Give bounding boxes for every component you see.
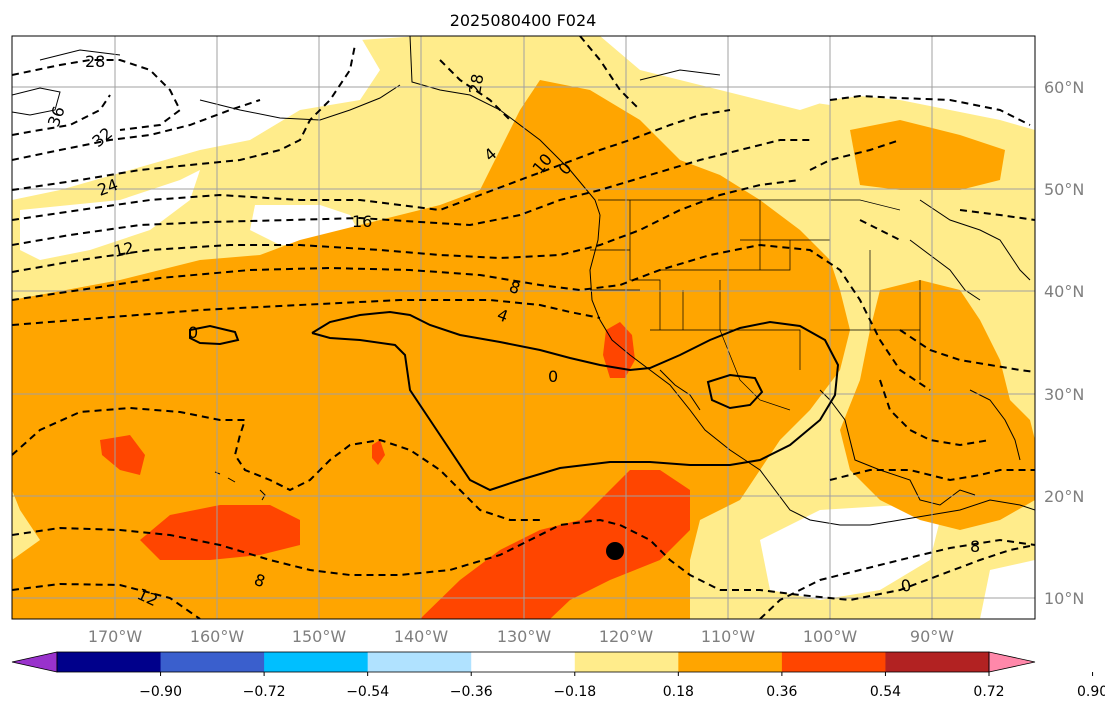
longitude-label: 150°W — [292, 627, 347, 646]
colorbar-segment — [264, 652, 369, 672]
contour-label: 12 — [112, 238, 136, 261]
colorbar-tick-label: −0.36 — [450, 684, 493, 700]
storm-center-marker — [606, 542, 624, 560]
colorbar-segment — [574, 652, 679, 672]
latitude-label: 40°N — [1044, 282, 1084, 301]
map-title: 2025080400 F024 — [450, 11, 597, 30]
latitude-labels: 60°N 50°N 40°N 30°N 20°N 10°N — [1044, 78, 1084, 608]
colorbar-segment — [781, 652, 886, 672]
colorbar: −0.90 −0.72 −0.54 −0.36 −0.18 0.18 0.36 0.54 0.7… — [11, 651, 1105, 700]
contour-label: 0 — [548, 367, 558, 386]
shading-0.54-0.72-a — [420, 470, 690, 619]
longitude-label: 100°W — [803, 627, 858, 646]
graticule — [12, 36, 1035, 619]
colorbar-segment — [160, 652, 265, 672]
contour-label: 0 — [188, 323, 198, 342]
longitude-label: 140°W — [394, 627, 449, 646]
longitude-label: 170°W — [88, 627, 143, 646]
shading-0.36-0.54-ne — [850, 120, 1005, 190]
latitude-label: 20°N — [1044, 487, 1084, 506]
shading-white-gulf — [760, 505, 940, 600]
map-frame — [11, 35, 1036, 620]
colorbar-tick-label: −0.90 — [139, 684, 182, 700]
longitude-labels: 170°W 160°W 150°W 140°W 130°W 120°W 110°… — [88, 627, 954, 646]
shading-0.36-0.54-east — [840, 280, 1035, 530]
contour-label: 0 — [899, 575, 912, 595]
longitude-label: 110°W — [701, 627, 756, 646]
shading-0.54-0.72-e — [372, 440, 385, 465]
longitude-label: 160°W — [190, 627, 245, 646]
shading-0.54-0.72-c — [100, 435, 145, 475]
colorbar-tick-label: −0.54 — [346, 684, 389, 700]
shading-white-pac — [20, 170, 200, 260]
colorbar-extend-low — [11, 651, 58, 673]
latitude-label: 60°N — [1044, 78, 1084, 97]
colorbar-segment — [471, 652, 576, 672]
colorbar-tick-label: 0.72 — [973, 684, 1004, 700]
colorbar-segment — [367, 652, 472, 672]
longitude-label: 120°W — [599, 627, 654, 646]
colorbar-tick-label: −0.72 — [243, 684, 286, 700]
colorbar-tick-label: 0.36 — [766, 684, 797, 700]
shading-0.54-0.72-d — [603, 322, 635, 378]
contour-label: 16 — [352, 212, 372, 231]
contour-label: 28 — [465, 72, 487, 95]
colorbar-tick-label: 0.18 — [663, 684, 694, 700]
latitude-label: 50°N — [1044, 180, 1084, 199]
colorbar-segment — [678, 652, 783, 672]
colorbar-segment — [57, 652, 162, 672]
colorbar-tick-label: 0.54 — [870, 684, 901, 700]
contour-label: 8 — [970, 537, 980, 556]
dashed-contours — [12, 36, 1035, 619]
shading-white-north — [440, 36, 900, 105]
contour-label: 28 — [85, 52, 105, 71]
solid-contours — [189, 310, 840, 492]
colorbar-tick-label: 0.90 — [1077, 684, 1105, 700]
colorbar-frame — [56, 651, 990, 673]
shading-white-nw — [12, 36, 380, 200]
latitude-label: 10°N — [1044, 589, 1084, 608]
colorbar-tick-label: −0.18 — [553, 684, 596, 700]
longitude-label: 90°W — [910, 627, 954, 646]
colorbar-segment — [885, 652, 990, 672]
latitude-label: 30°N — [1044, 385, 1084, 404]
map-panel: 28 36 32 24 28 16 12 8 4 0 0 0 8 12 4 10… — [12, 36, 1035, 619]
colorbar-extend-high — [988, 651, 1036, 673]
longitude-label: 130°W — [497, 627, 552, 646]
shading-0.54-0.72-b — [140, 505, 300, 560]
shading-white-se — [980, 560, 1035, 619]
